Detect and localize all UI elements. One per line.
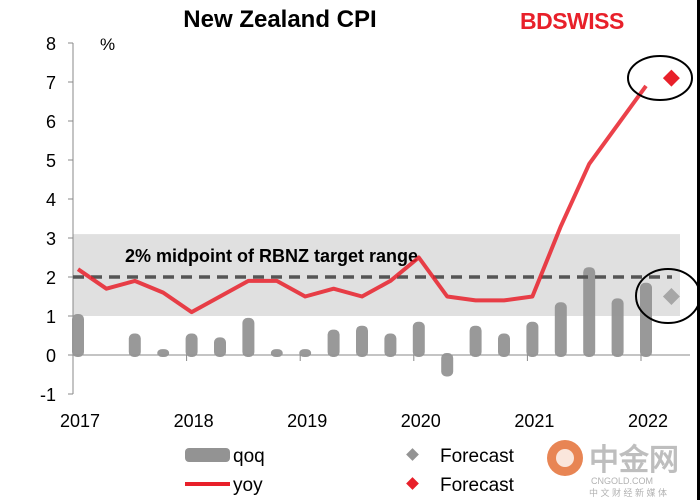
qoq-bar bbox=[214, 337, 226, 357]
x-tick-label: 2022 bbox=[628, 411, 668, 431]
qoq-bar bbox=[554, 302, 567, 357]
x-tick-label: 2018 bbox=[174, 411, 214, 431]
qoq-bar bbox=[441, 353, 454, 377]
y-tick-label: 3 bbox=[46, 229, 56, 249]
qoq-bar bbox=[299, 349, 312, 357]
legend-swatch-qoq bbox=[185, 448, 230, 462]
cngold-watermark: 中金网 CNGOLD.COM 中 文 财 经 新 媒 体 bbox=[545, 432, 695, 498]
bdswiss-logo: BDSWISS bbox=[520, 8, 624, 34]
highlight-circle-yoy bbox=[627, 55, 693, 101]
legend-label-yoy: yoy bbox=[233, 475, 263, 496]
legend-label-forecast-qoq: Forecast bbox=[440, 446, 515, 467]
legend-label-qoq: qoq bbox=[233, 446, 265, 467]
qoq-bar bbox=[157, 349, 170, 357]
qoq-bar bbox=[526, 321, 539, 357]
qoq-bar bbox=[469, 325, 482, 357]
qoq-bar bbox=[270, 349, 283, 357]
x-tick-label: 2021 bbox=[514, 411, 554, 431]
y-tick-label: 7 bbox=[46, 73, 56, 93]
frame-border bbox=[697, 0, 700, 500]
y-tick-label: 1 bbox=[46, 307, 56, 327]
qoq-bar bbox=[583, 267, 596, 357]
qoq-bar bbox=[384, 333, 397, 357]
x-tick-label: 2019 bbox=[287, 411, 327, 431]
yoy-forecast-marker bbox=[662, 69, 680, 87]
y-axis-unit: % bbox=[100, 35, 115, 54]
legend-swatch-forecast-qoq bbox=[406, 448, 419, 461]
svg-text:CNGOLD.COM: CNGOLD.COM bbox=[591, 476, 653, 486]
svg-text:中 文 财 经 新 媒 体: 中 文 财 经 新 媒 体 bbox=[589, 487, 667, 498]
y-tick-label: -1 bbox=[40, 385, 56, 405]
x-tick-label: 2017 bbox=[60, 411, 100, 431]
qoq-bar bbox=[412, 321, 425, 357]
y-tick-label: 5 bbox=[46, 151, 56, 171]
qoq-bar bbox=[640, 282, 652, 357]
y-tick-label: 8 bbox=[46, 34, 56, 54]
y-tick-label: 4 bbox=[46, 190, 56, 210]
qoq-bar bbox=[185, 333, 198, 357]
qoq-bar bbox=[498, 333, 510, 357]
legend-swatch-forecast-yoy bbox=[406, 477, 419, 490]
qoq-bar bbox=[242, 317, 255, 357]
legend-label-forecast-yoy: Forecast bbox=[440, 475, 515, 496]
qoq-bar bbox=[128, 333, 141, 357]
qoq-bar bbox=[72, 314, 84, 357]
yoy-line bbox=[76, 84, 648, 315]
y-tick-label: 6 bbox=[46, 112, 56, 132]
highlight-circle-qoq bbox=[635, 268, 700, 324]
qoq-bar bbox=[356, 325, 368, 357]
x-tick-label: 2020 bbox=[401, 411, 441, 431]
chart-title: New Zealand CPI bbox=[183, 6, 377, 33]
target-band-label: 2% midpoint of RBNZ target range bbox=[125, 246, 418, 266]
qoq-bar bbox=[611, 298, 624, 357]
qoq-bar bbox=[327, 329, 340, 357]
svg-text:中金网: 中金网 bbox=[589, 443, 679, 477]
y-tick-label: 0 bbox=[46, 346, 56, 366]
y-tick-label: 2 bbox=[46, 268, 56, 288]
qoq-forecast-marker bbox=[662, 288, 680, 305]
